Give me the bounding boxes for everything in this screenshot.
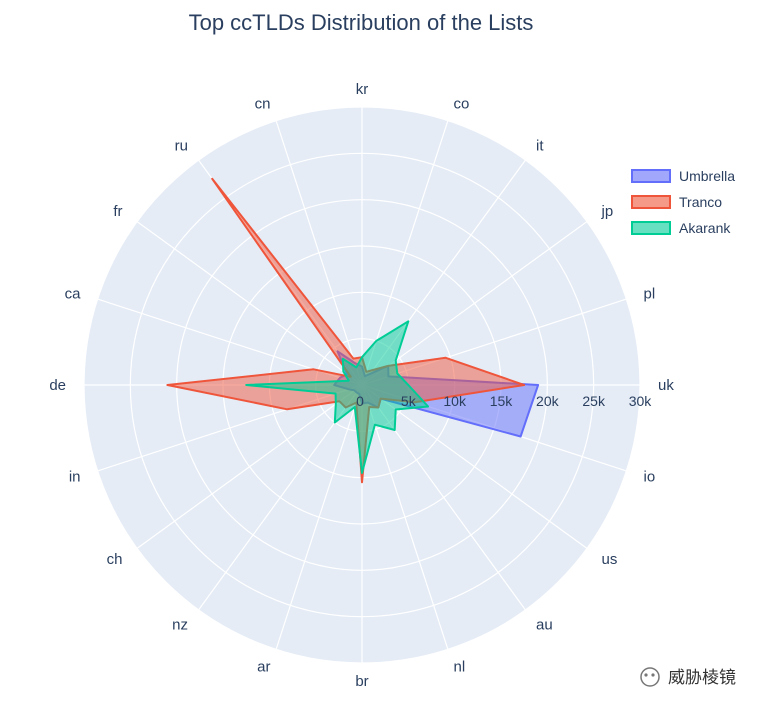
wechat-icon <box>640 667 660 687</box>
grid-spoke <box>136 221 363 386</box>
legend-item-umbrella[interactable]: Umbrella <box>631 168 735 184</box>
angular-label-us: us <box>602 551 618 568</box>
angular-label-nl: nl <box>454 659 466 676</box>
angular-label-pl: pl <box>644 286 656 303</box>
angular-label-jp: jp <box>601 203 614 220</box>
angular-label-ca: ca <box>65 286 82 303</box>
angular-label-ar: ar <box>257 659 270 676</box>
watermark-text: 威胁棱镜 <box>668 668 736 687</box>
angular-label-nz: nz <box>172 617 188 634</box>
legend-label: Akarank <box>679 220 731 236</box>
legend-item-akarank[interactable]: Akarank <box>631 220 731 236</box>
legend-swatch <box>631 221 671 235</box>
grid-spoke <box>275 120 363 386</box>
legend-item-tranco[interactable]: Tranco <box>631 194 722 210</box>
grid-spoke <box>136 384 363 549</box>
chart-title: Top ccTLDs Distribution of the Lists <box>189 10 534 35</box>
legend-label: Tranco <box>679 194 722 210</box>
angular-label-kr: kr <box>356 81 369 98</box>
angular-label-fr: fr <box>113 203 122 220</box>
wechat-eye-left <box>644 673 648 677</box>
radial-tick-label: 20k <box>536 393 560 409</box>
legend-label: Umbrella <box>679 168 735 184</box>
angular-label-io: io <box>644 469 656 486</box>
radial-tick-label: 10k <box>443 393 467 409</box>
legend-swatch <box>631 195 671 209</box>
radial-tick-label: 0 <box>356 393 364 409</box>
angular-label-in: in <box>69 469 81 486</box>
series-layer <box>166 177 540 484</box>
legend[interactable]: Umbrella Tranco Akarank <box>631 168 735 236</box>
angular-label-de: de <box>49 377 66 394</box>
angular-axis-labels: uk pl jp it co kr cn ru fr ca de in ch nz ar br nl au us io <box>49 81 674 690</box>
wechat-eye-right <box>651 673 655 677</box>
watermark: 威胁棱镜 <box>640 667 736 687</box>
angular-label-uk: uk <box>658 377 674 394</box>
angular-label-it: it <box>536 138 544 155</box>
radial-tick-label: 15k <box>490 393 514 409</box>
angular-label-ch: ch <box>107 551 123 568</box>
grid-spoke <box>361 221 588 386</box>
series-akarank-area <box>245 320 430 474</box>
grid-spoke <box>275 384 363 650</box>
angular-label-cn: cn <box>255 96 271 113</box>
angular-label-co: co <box>454 96 470 113</box>
radial-tick-label: 25k <box>582 393 606 409</box>
radial-tick-labels: 0 5k 10k 15k 20k 25k 30k <box>356 393 652 409</box>
angular-label-br: br <box>355 673 368 690</box>
grid-spoke <box>361 384 449 650</box>
angular-label-au: au <box>536 617 553 634</box>
angular-label-ru: ru <box>175 138 188 155</box>
grid-spoke <box>361 384 588 549</box>
radial-tick-label: 30k <box>629 393 653 409</box>
legend-swatch <box>631 169 671 183</box>
radial-tick-label: 5k <box>401 393 417 409</box>
